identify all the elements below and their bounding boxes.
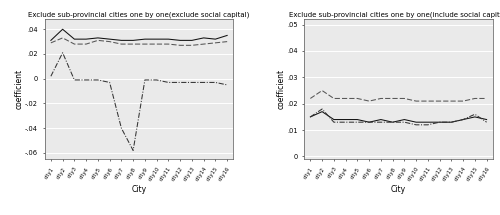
Title: Exclude sub-provincial cities one by one(include social capital): Exclude sub-provincial cities one by one… bbox=[288, 12, 500, 18]
Title: Exclude sub-provincial cities one by one(exclude social capital): Exclude sub-provincial cities one by one… bbox=[28, 12, 250, 18]
Y-axis label: coefficient: coefficient bbox=[14, 69, 24, 109]
Y-axis label: coefficient: coefficient bbox=[276, 69, 285, 109]
X-axis label: City: City bbox=[391, 185, 406, 194]
X-axis label: City: City bbox=[132, 185, 146, 194]
